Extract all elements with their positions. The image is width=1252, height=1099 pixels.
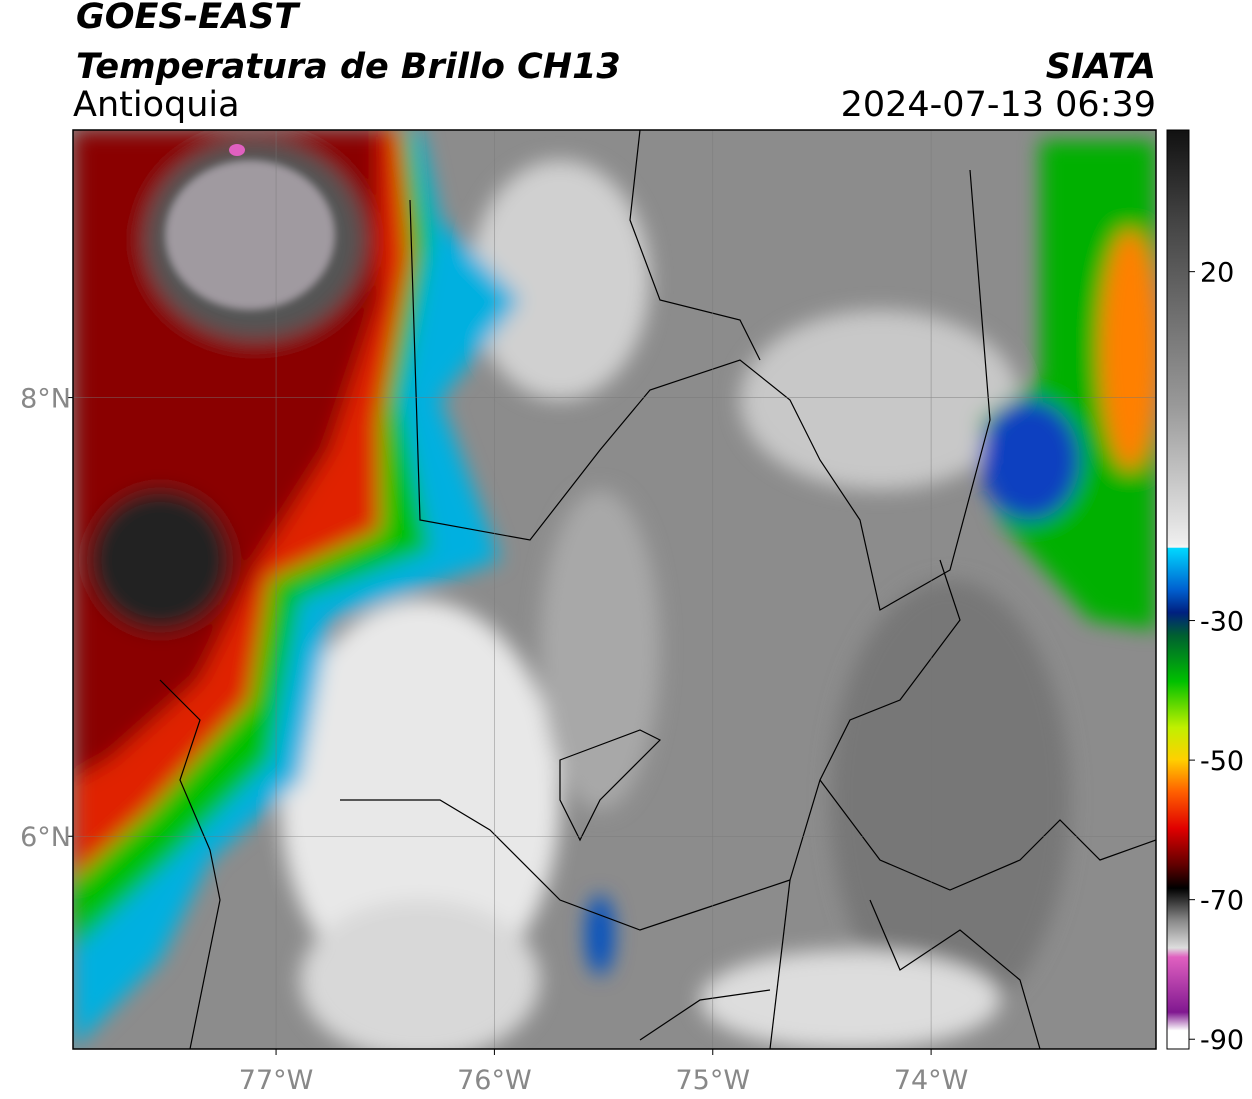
graticule [73,130,1156,1049]
lon-tick-label: 74°W [894,1065,969,1096]
colorbar-tick-label: -90 [1200,1025,1244,1056]
colorbar-tick-label: -70 [1200,886,1244,917]
satellite-image [73,130,1156,1049]
subtitle: Temperatura de Brillo CH13 [76,47,621,87]
lat-tick-label: 6°N [20,822,71,853]
colorbar-tick-label: -30 [1200,607,1244,638]
lon-tick-label: 77°W [239,1065,314,1096]
region: Antioquia [73,85,240,125]
colorbar-tick-label: -50 [1200,746,1244,777]
colorbar-tick-label: 20 [1200,258,1234,289]
datetime: 2024-07-13 06:39 [841,85,1156,125]
lon-tick-label: 76°W [457,1065,532,1096]
map-frame [72,129,1157,1050]
source: SIATA [1046,47,1156,87]
colorbar [1166,129,1190,1050]
lon-tick-label: 75°W [675,1065,750,1096]
title: GOES-EAST [76,0,301,37]
lat-tick-label: 8°N [20,384,71,415]
